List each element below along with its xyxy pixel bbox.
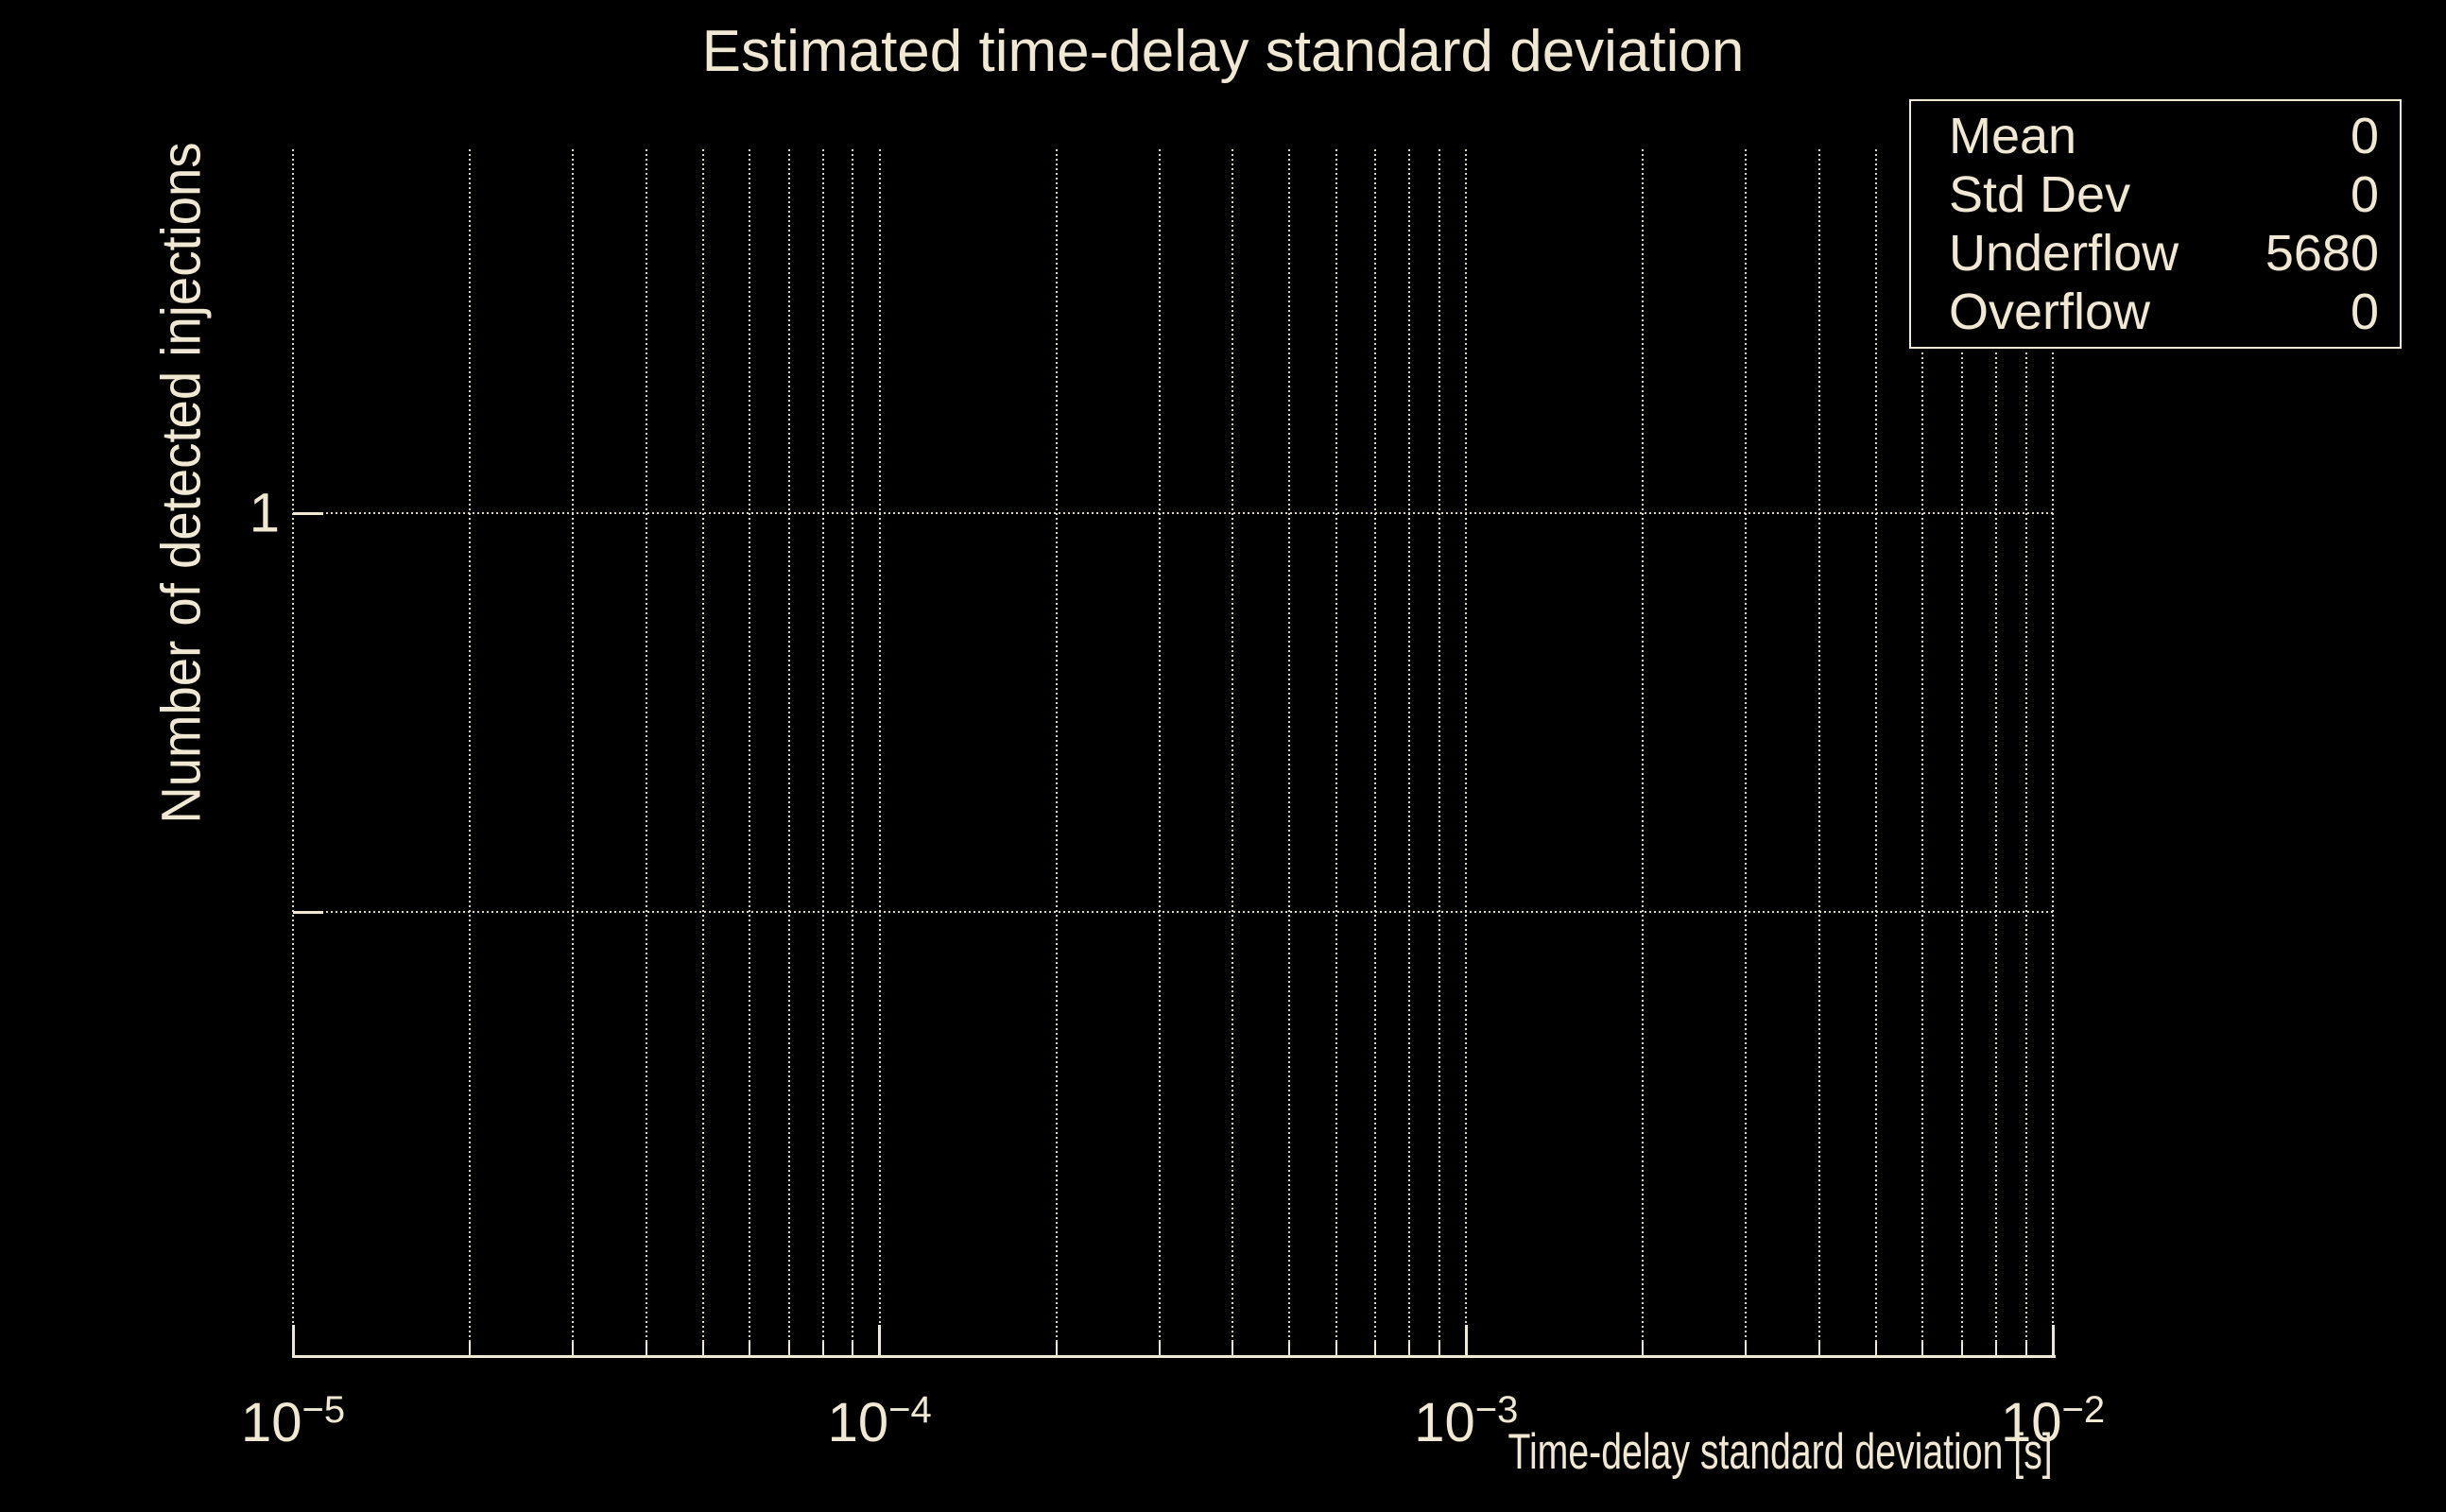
x-minor-tick: [1960, 1342, 1963, 1357]
y-axis-title: Number of detected injections: [150, 142, 213, 824]
x-axis-line: [292, 1355, 2056, 1358]
x-minor-tick: [1921, 1342, 1924, 1357]
x-tick-exponent: −3: [1474, 1389, 1519, 1431]
stats-value-underflow: 5680: [2265, 225, 2379, 282]
x-minor-tick: [1158, 1342, 1161, 1357]
x-gridline: [1158, 149, 1161, 1357]
stats-row-underflow: Underflow 5680: [1911, 228, 2400, 279]
x-minor-tick: [1818, 1342, 1820, 1357]
x-major-tick: [291, 1325, 295, 1357]
x-gridline: [292, 149, 294, 1357]
x-gridline: [1960, 352, 1963, 1357]
x-gridline: [468, 149, 471, 1357]
x-minor-tick: [701, 1342, 704, 1357]
stats-label-stddev: Std Dev: [1949, 166, 2131, 223]
x-minor-tick: [1438, 1342, 1440, 1357]
x-major-tick: [1464, 1325, 1468, 1357]
x-minor-tick: [1875, 1342, 1878, 1357]
stats-label-underflow: Underflow: [1949, 225, 2179, 282]
x-minor-tick: [821, 1342, 824, 1357]
x-gridline: [878, 149, 881, 1357]
stats-value-mean: 0: [2350, 108, 2379, 164]
x-gridline: [1745, 149, 1748, 1357]
x-gridline: [821, 149, 824, 1357]
x-gridline: [701, 149, 704, 1357]
stats-row-mean: Mean 0: [1911, 111, 2400, 162]
x-minor-tick: [1335, 1342, 1337, 1357]
x-tick-exponent: −2: [2061, 1389, 2106, 1431]
x-gridline: [2052, 352, 2054, 1357]
x-tick-base: 10: [2000, 1392, 2062, 1453]
x-gridline: [2024, 352, 2027, 1357]
stats-label-mean: Mean: [1949, 108, 2077, 164]
x-minor-tick: [1642, 1342, 1645, 1357]
x-tick-base: 10: [240, 1392, 302, 1453]
x-tick-label: 10−5: [240, 1389, 346, 1454]
x-tick-label: 10−4: [827, 1389, 932, 1454]
x-axis-title: Time-delay standard deviation [s]: [1507, 1424, 2053, 1480]
x-minor-tick: [1745, 1342, 1748, 1357]
chart-title: Estimated time-delay standard deviation: [701, 19, 1745, 84]
x-minor-tick: [645, 1342, 647, 1357]
stats-label-overflow: Overflow: [1949, 284, 2151, 340]
x-gridline: [1465, 149, 1468, 1357]
x-gridline: [1374, 149, 1377, 1357]
x-gridline: [1875, 149, 1878, 1357]
stats-row-stddev: Std Dev 0: [1911, 169, 2400, 220]
x-tick-base: 10: [1414, 1392, 1475, 1453]
x-major-tick: [878, 1325, 882, 1357]
stats-value-overflow: 0: [2350, 284, 2379, 340]
x-gridline: [1642, 149, 1645, 1357]
x-major-tick: [2051, 1325, 2055, 1357]
y-axis-tick: [293, 511, 323, 515]
x-minor-tick: [748, 1342, 750, 1357]
y-gridline: [293, 911, 2053, 913]
x-minor-tick: [2024, 1342, 2027, 1357]
stats-box: Mean 0 Std Dev 0 Underflow 5680 Overflow…: [1909, 99, 2402, 349]
x-gridline: [1232, 149, 1234, 1357]
x-minor-tick: [852, 1342, 854, 1357]
x-gridline: [748, 149, 750, 1357]
x-minor-tick: [1994, 1342, 1997, 1357]
x-tick-base: 10: [827, 1392, 889, 1453]
x-gridline: [572, 149, 575, 1357]
y-gridline: [293, 512, 2053, 514]
x-minor-tick: [1288, 1342, 1291, 1357]
y-tick-label: 1: [249, 482, 280, 544]
x-gridline: [645, 149, 647, 1357]
x-gridline: [787, 149, 790, 1357]
x-gridline: [1818, 149, 1820, 1357]
x-tick-exponent: −4: [888, 1389, 932, 1431]
stats-value-stddev: 0: [2350, 166, 2379, 223]
x-minor-tick: [572, 1342, 575, 1357]
x-tick-label: 10−3: [1414, 1389, 1519, 1454]
x-minor-tick: [787, 1342, 790, 1357]
x-gridline: [1438, 149, 1440, 1357]
y-axis-tick: [293, 910, 323, 914]
x-tick-label: 10−2: [2000, 1389, 2106, 1454]
stats-row-overflow: Overflow 0: [1911, 286, 2400, 337]
x-gridline: [1055, 149, 1058, 1357]
x-gridline: [1288, 149, 1291, 1357]
x-tick-exponent: −5: [301, 1389, 346, 1431]
x-minor-tick: [468, 1342, 471, 1357]
x-minor-tick: [1374, 1342, 1377, 1357]
x-minor-tick: [1232, 1342, 1234, 1357]
x-gridline: [1335, 149, 1337, 1357]
x-gridline: [1921, 352, 1924, 1357]
x-gridline: [852, 149, 854, 1357]
x-minor-tick: [1055, 1342, 1058, 1357]
x-minor-tick: [1408, 1342, 1411, 1357]
x-gridline: [1994, 352, 1997, 1357]
x-gridline: [1408, 149, 1411, 1357]
